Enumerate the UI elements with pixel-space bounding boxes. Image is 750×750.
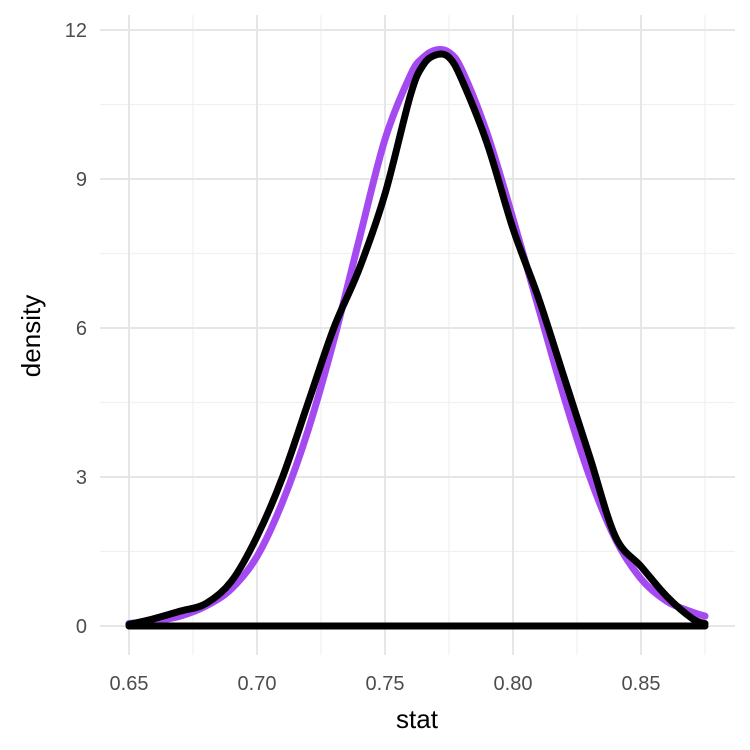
grid <box>100 15 735 655</box>
x-tick-label: 0.70 <box>238 673 277 695</box>
series-lines <box>125 45 709 630</box>
x-tick-label: 0.65 <box>110 673 149 695</box>
x-tick-label: 0.80 <box>494 673 533 695</box>
y-tick-label: 6 <box>76 318 87 340</box>
y-tick-label: 0 <box>76 616 87 638</box>
x-tick-label: 0.85 <box>622 673 661 695</box>
tick-labels: 0.65 0.70 0.75 0.80 0.85 0 3 6 9 12 <box>65 20 661 695</box>
y-axis-title: density <box>16 295 46 377</box>
x-tick-label: 0.75 <box>366 673 405 695</box>
y-tick-label: 3 <box>76 467 87 489</box>
y-tick-label: 12 <box>65 20 87 42</box>
x-axis-title: stat <box>396 704 439 734</box>
y-tick-label: 9 <box>76 169 87 191</box>
black-density-curve <box>125 50 709 628</box>
